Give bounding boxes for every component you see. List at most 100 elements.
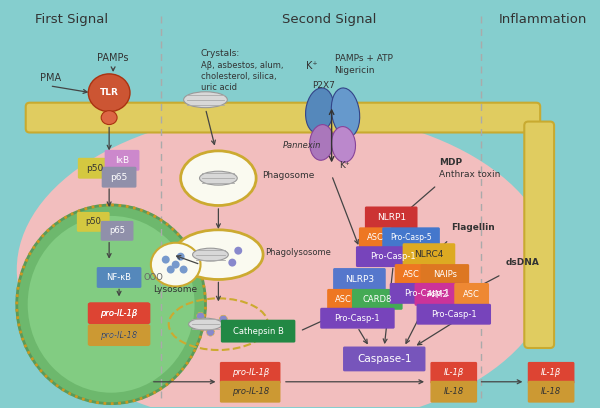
Text: Nigericin: Nigericin [335, 66, 375, 75]
FancyBboxPatch shape [88, 325, 151, 346]
Text: p50: p50 [86, 164, 104, 173]
FancyBboxPatch shape [104, 150, 139, 171]
Text: p65: p65 [110, 173, 128, 182]
Text: pro-IL-1β: pro-IL-1β [100, 309, 137, 318]
FancyBboxPatch shape [352, 289, 403, 310]
Text: ASC: ASC [463, 290, 480, 299]
Text: OOO: OOO [144, 273, 164, 282]
Ellipse shape [188, 318, 223, 330]
FancyBboxPatch shape [395, 264, 427, 285]
FancyBboxPatch shape [89, 302, 149, 324]
FancyBboxPatch shape [101, 167, 136, 188]
Ellipse shape [184, 92, 227, 108]
Text: ASC: ASC [367, 233, 384, 242]
Text: NLRP1: NLRP1 [377, 213, 406, 222]
Text: PMA: PMA [40, 73, 61, 83]
FancyBboxPatch shape [101, 221, 133, 241]
Ellipse shape [332, 126, 356, 162]
FancyBboxPatch shape [88, 303, 151, 324]
Text: First Signal: First Signal [35, 13, 108, 26]
FancyBboxPatch shape [416, 304, 491, 325]
Text: TLR: TLR [100, 88, 119, 97]
Text: Pro-Casp-1: Pro-Casp-1 [431, 310, 476, 319]
FancyBboxPatch shape [333, 268, 386, 291]
Text: Lysosome: Lysosome [154, 285, 198, 295]
Text: Aβ, asbestos, alum,: Aβ, asbestos, alum, [200, 61, 283, 70]
Circle shape [220, 315, 227, 323]
Text: IκB: IκB [115, 156, 129, 165]
Text: NLRC4: NLRC4 [414, 250, 443, 259]
FancyBboxPatch shape [454, 283, 489, 306]
Text: K⁺: K⁺ [340, 161, 350, 170]
FancyBboxPatch shape [220, 362, 280, 384]
Text: Pro-Casp-1: Pro-Casp-1 [370, 252, 416, 261]
FancyBboxPatch shape [97, 267, 142, 288]
FancyBboxPatch shape [365, 206, 418, 229]
Text: Pannexin: Pannexin [283, 142, 321, 151]
Text: IL-18: IL-18 [541, 387, 561, 396]
FancyBboxPatch shape [89, 324, 149, 346]
Text: Anthrax toxin: Anthrax toxin [439, 170, 500, 179]
Text: AIM2: AIM2 [427, 290, 449, 299]
FancyBboxPatch shape [421, 264, 469, 285]
Ellipse shape [101, 111, 117, 124]
FancyBboxPatch shape [524, 122, 554, 348]
Ellipse shape [310, 124, 334, 160]
Text: Crystals:: Crystals: [200, 49, 240, 58]
Text: Caspase-1: Caspase-1 [357, 354, 412, 364]
FancyBboxPatch shape [327, 289, 360, 310]
Circle shape [218, 251, 226, 259]
Ellipse shape [28, 216, 194, 393]
Circle shape [226, 326, 234, 334]
Ellipse shape [193, 248, 229, 261]
Ellipse shape [17, 205, 205, 404]
Text: Flagellin: Flagellin [451, 223, 494, 232]
Ellipse shape [200, 171, 237, 185]
Circle shape [191, 320, 200, 328]
Text: cholesterol, silica,: cholesterol, silica, [200, 72, 276, 81]
Text: pro-IL-1β: pro-IL-1β [232, 368, 269, 377]
FancyBboxPatch shape [430, 362, 477, 384]
Ellipse shape [305, 88, 334, 133]
Circle shape [229, 259, 236, 266]
Text: Pro-Casp-5: Pro-Casp-5 [390, 233, 432, 242]
FancyBboxPatch shape [220, 381, 280, 403]
Circle shape [197, 312, 205, 320]
Text: ASC: ASC [335, 295, 352, 304]
Text: Inflammation: Inflammation [499, 13, 587, 26]
Text: p50: p50 [85, 217, 101, 226]
Text: pro-IL-18: pro-IL-18 [100, 330, 137, 339]
Ellipse shape [181, 151, 256, 206]
Text: K⁺: K⁺ [306, 61, 318, 71]
Ellipse shape [88, 74, 130, 112]
FancyBboxPatch shape [78, 158, 113, 179]
Text: p65: p65 [109, 226, 125, 235]
Circle shape [206, 328, 214, 336]
Text: uric acid: uric acid [200, 83, 236, 92]
Text: NAIPs: NAIPs [433, 270, 457, 279]
FancyBboxPatch shape [415, 283, 461, 306]
Circle shape [167, 266, 175, 273]
Text: pro-IL-18: pro-IL-18 [232, 387, 269, 396]
Ellipse shape [331, 88, 360, 137]
Text: IL-18: IL-18 [443, 387, 464, 396]
FancyBboxPatch shape [403, 243, 455, 266]
Circle shape [162, 256, 170, 264]
FancyBboxPatch shape [356, 246, 430, 267]
Text: PAMPs: PAMPs [97, 53, 129, 63]
Text: NF-κB: NF-κB [107, 273, 131, 282]
Text: pro-IL-1β: pro-IL-1β [100, 309, 137, 318]
Text: IL-1β: IL-1β [541, 368, 561, 377]
FancyBboxPatch shape [528, 362, 574, 384]
Text: IL-1β: IL-1β [443, 368, 464, 377]
FancyBboxPatch shape [359, 227, 392, 248]
Text: NLRP3: NLRP3 [345, 275, 374, 284]
Text: Cathepsin B: Cathepsin B [233, 327, 284, 336]
Text: Pro-Casp-1: Pro-Casp-1 [404, 289, 450, 298]
Ellipse shape [17, 111, 553, 408]
FancyBboxPatch shape [221, 320, 295, 343]
Text: Second Signal: Second Signal [283, 13, 377, 26]
Text: pro-IL-18: pro-IL-18 [100, 330, 137, 339]
Text: P2X7: P2X7 [312, 81, 335, 90]
Ellipse shape [151, 243, 200, 286]
